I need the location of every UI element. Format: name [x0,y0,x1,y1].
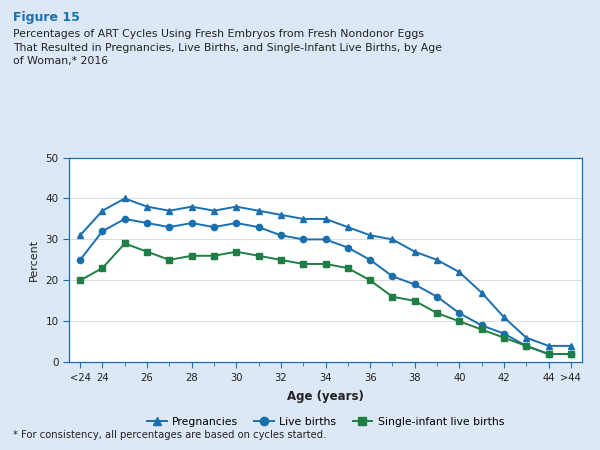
Text: Percentages of ART Cycles Using Fresh Embryos from Fresh Nondonor Eggs
That Resu: Percentages of ART Cycles Using Fresh Em… [13,29,442,67]
Y-axis label: Percent: Percent [29,239,38,281]
Text: Figure 15: Figure 15 [13,11,80,24]
Text: * For consistency, all percentages are based on cycles started.: * For consistency, all percentages are b… [13,430,326,440]
X-axis label: Age (years): Age (years) [287,390,364,403]
Legend: Pregnancies, Live births, Single-infant live births: Pregnancies, Live births, Single-infant … [143,413,508,432]
